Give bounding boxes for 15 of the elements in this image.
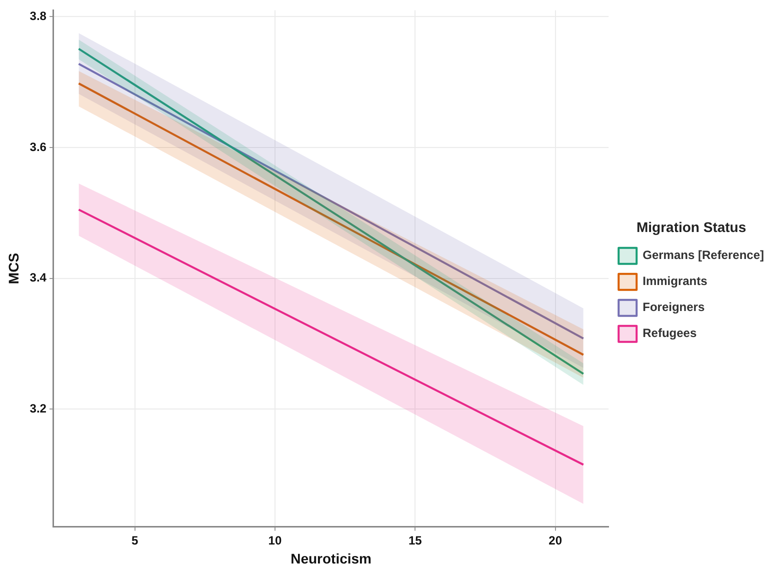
- x-tick-label: 20: [548, 533, 562, 548]
- legend-label: Foreigners: [642, 300, 705, 314]
- legend-label: Refugees: [642, 326, 697, 340]
- y-axis-title: MCS: [5, 252, 22, 284]
- x-tick-label: 10: [268, 533, 282, 548]
- legend-title: Migration Status: [636, 218, 746, 235]
- y-tick-label: 3.8: [30, 9, 47, 24]
- y-tick-label: 3.4: [30, 270, 47, 285]
- legend-label: Germans [Reference]: [642, 248, 764, 262]
- x-axis-title: Neuroticism: [290, 550, 372, 566]
- y-tick-label: 3.6: [30, 140, 47, 154]
- legend-label: Immigrants: [642, 274, 708, 288]
- x-tick-label: 5: [131, 533, 138, 548]
- x-tick-label: 15: [408, 533, 422, 548]
- y-tick-label: 3.2: [30, 401, 47, 416]
